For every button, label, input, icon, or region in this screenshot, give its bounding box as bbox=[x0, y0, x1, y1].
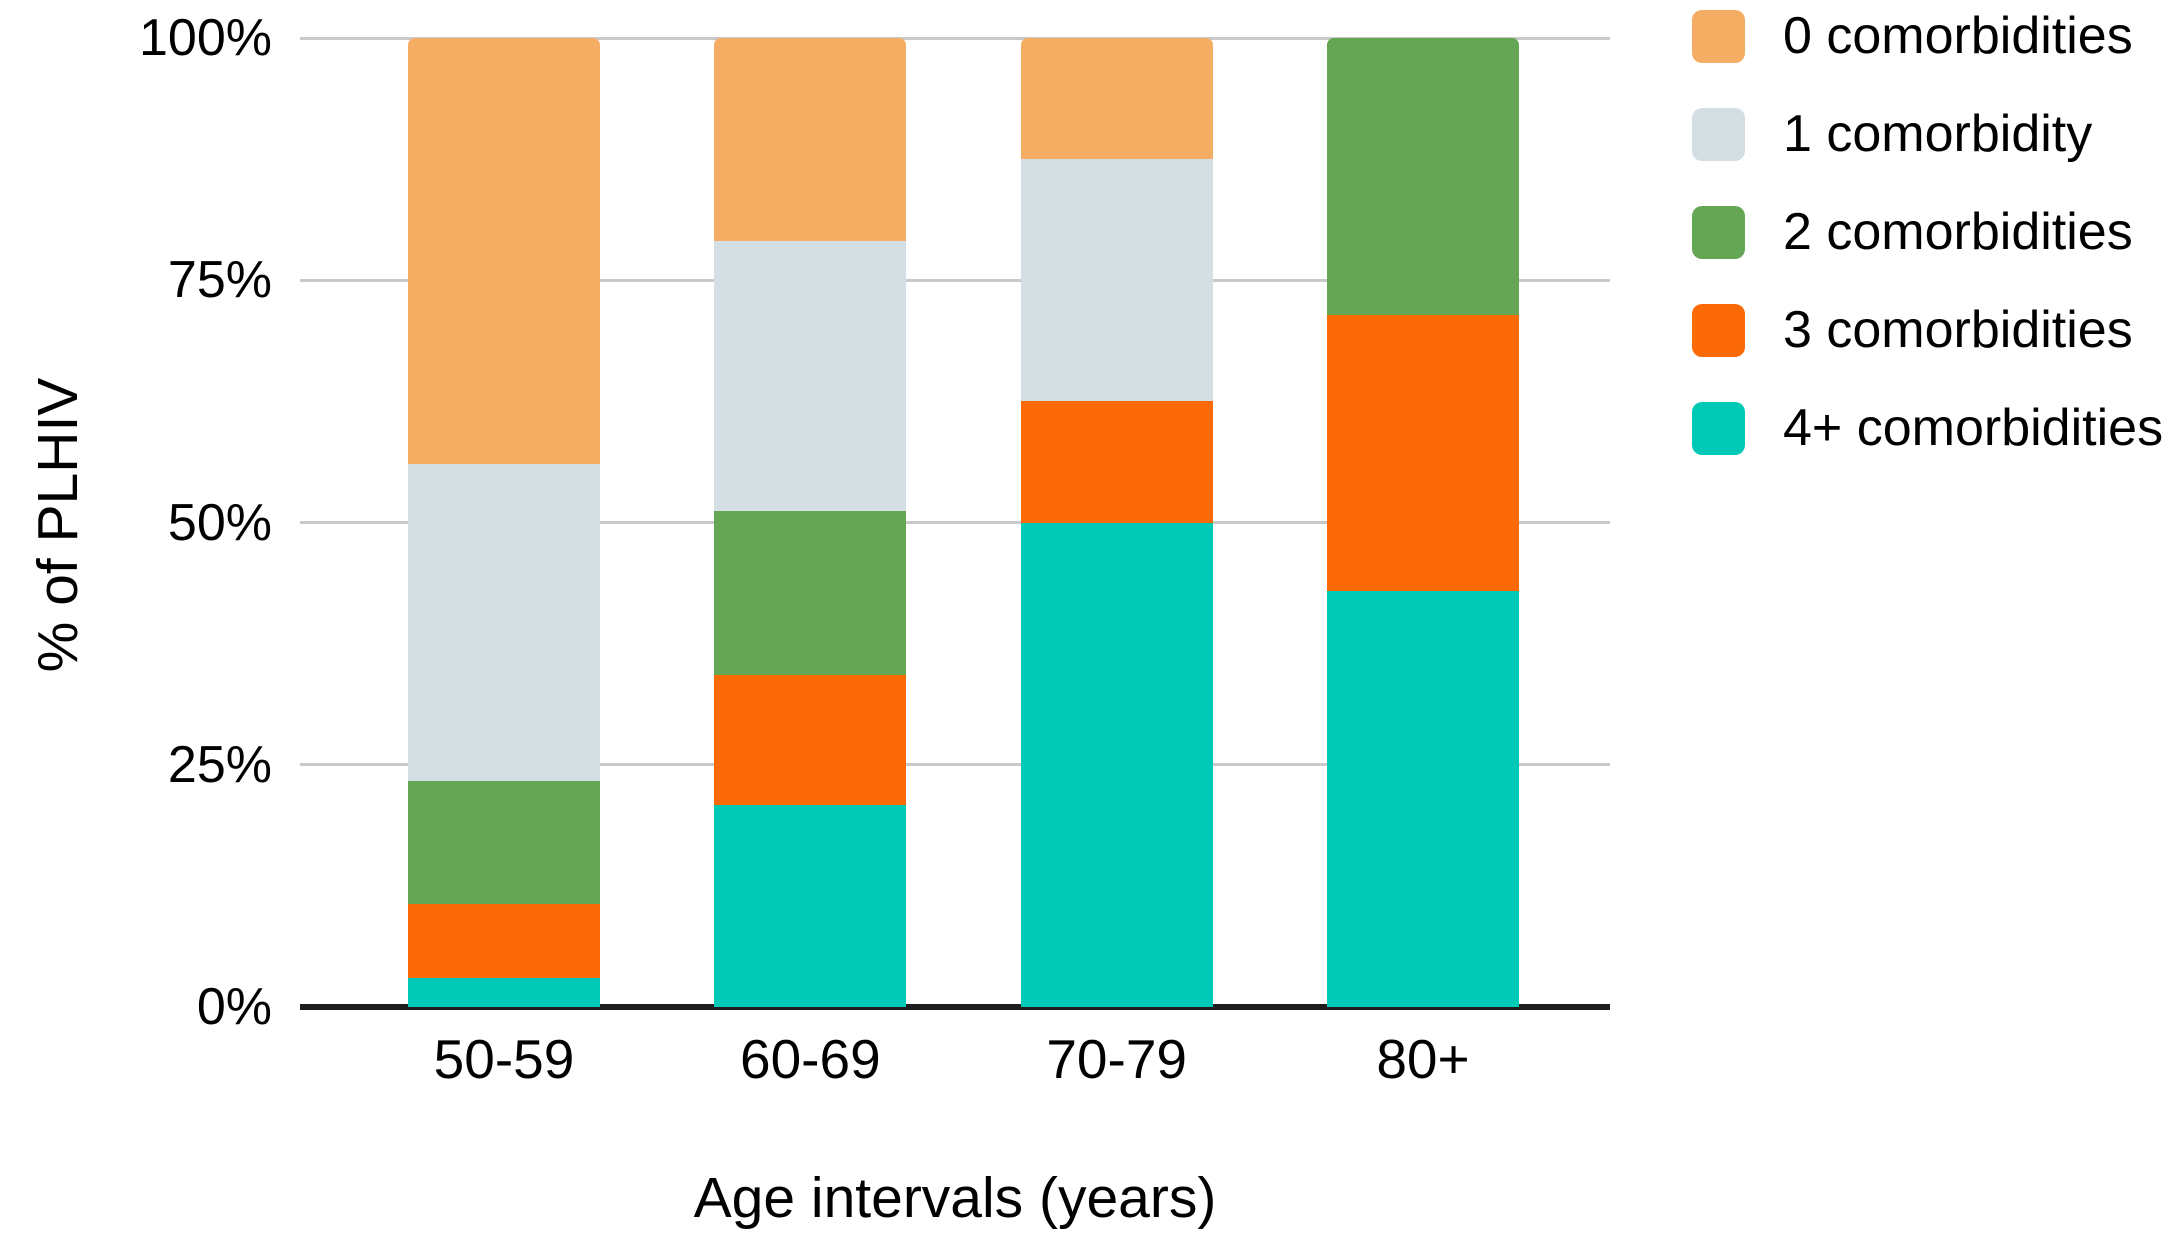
bar-segment-70-79-3-comorbidities bbox=[1020, 401, 1213, 523]
bar-segment-70-79-0-comorbidities bbox=[1020, 38, 1213, 160]
bar-80+ bbox=[1326, 38, 1519, 1007]
bar-segment-70-79-1-comorbidity bbox=[1020, 159, 1213, 402]
x-axis-line bbox=[300, 1004, 1610, 1010]
legend-label: 0 comorbidities bbox=[1783, 7, 2133, 65]
y-axis-tick-0: 0% bbox=[196, 978, 272, 1036]
legend-label: 1 comorbidity bbox=[1783, 105, 2093, 163]
bar-segment-50-59-4+-comorbidities bbox=[408, 977, 600, 1007]
legend-label: 3 comorbidities bbox=[1783, 301, 2133, 359]
gridline-100 bbox=[300, 36, 1610, 40]
bar-segment-50-59-0-comorbidities bbox=[408, 38, 600, 465]
legend-label: 2 comorbidities bbox=[1783, 203, 2133, 261]
y-axis-tick-25: 25% bbox=[167, 735, 272, 794]
x-axis-tick-60-69: 60-69 bbox=[739, 1028, 881, 1090]
bar-segment-50-59-2-comorbidities bbox=[408, 781, 600, 905]
legend: 0 comorbidities 1 comorbidity 2 comorbidit… bbox=[1692, 10, 2163, 500]
bar-segment-80+-4+-comorbidities bbox=[1326, 591, 1519, 1007]
x-axis-tick-80+: 80+ bbox=[1376, 1028, 1470, 1090]
bar-segment-60-69-3-comorbidities bbox=[714, 674, 907, 806]
bar-segment-70-79-4+-comorbidities bbox=[1020, 522, 1213, 1007]
gridline-25 bbox=[300, 763, 1610, 767]
bar-segment-60-69-0-comorbidities bbox=[714, 38, 907, 242]
legend-label: 4+ comorbidities bbox=[1783, 399, 2164, 457]
bar-segment-60-69-4+-comorbidities bbox=[714, 805, 907, 1007]
legend-swatch-icon bbox=[1692, 402, 1745, 455]
legend-swatch-icon bbox=[1692, 206, 1745, 259]
bar-60-69 bbox=[714, 38, 907, 1007]
gridline-50 bbox=[300, 521, 1610, 524]
legend-swatch-icon bbox=[1692, 108, 1745, 161]
legend-swatch-icon bbox=[1692, 10, 1745, 63]
x-axis-tick-50-59: 50-59 bbox=[433, 1028, 575, 1090]
bar-segment-80+-2-comorbidities bbox=[1326, 38, 1519, 316]
plot-area bbox=[300, 36, 1610, 1010]
gridline-75 bbox=[300, 278, 1610, 282]
x-axis-tick-70-79: 70-79 bbox=[1046, 1028, 1187, 1090]
legend-swatch-icon bbox=[1692, 304, 1745, 357]
legend-item-3-comorbidities: 3 comorbidities bbox=[1692, 304, 2163, 357]
bar-segment-60-69-2-comorbidities bbox=[714, 510, 907, 675]
y-axis-tick-50: 50% bbox=[167, 493, 272, 552]
bar-70-79 bbox=[1020, 38, 1213, 1007]
legend-item-0-comorbidities: 0 comorbidities bbox=[1692, 10, 2163, 63]
bar-segment-50-59-1-comorbidity bbox=[408, 464, 600, 782]
x-axis-title: Age intervals (years) bbox=[693, 1166, 1217, 1230]
legend-item-2-comorbidities: 2 comorbidities bbox=[1692, 206, 2163, 259]
bar-segment-80+-3-comorbidities bbox=[1326, 315, 1519, 592]
legend-item-1-comorbidity: 1 comorbidity bbox=[1692, 108, 2163, 161]
bar-50-59 bbox=[408, 38, 600, 1007]
bar-segment-50-59-3-comorbidities bbox=[408, 904, 600, 978]
bar-segment-60-69-1-comorbidity bbox=[714, 241, 907, 511]
y-axis-tick-100: 100% bbox=[139, 9, 272, 67]
legend-item-4+-comorbidities: 4+ comorbidities bbox=[1692, 402, 2163, 455]
y-axis-tick-75: 75% bbox=[167, 251, 272, 310]
